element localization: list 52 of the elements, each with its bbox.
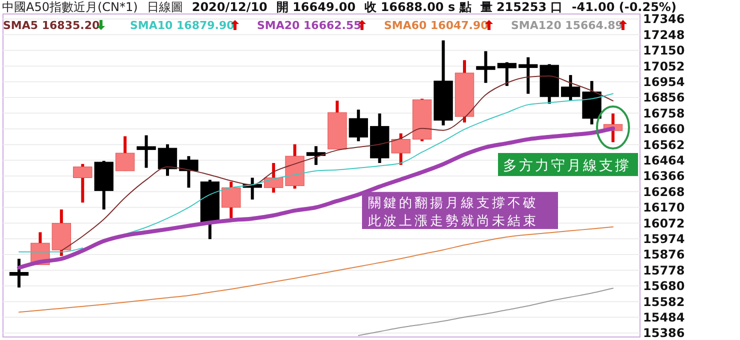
y-tick-label: 15484 (643, 310, 685, 324)
candlestick (73, 164, 92, 203)
annotation: 此波上漲走勢就尚未結束 (368, 214, 538, 229)
candlestick (391, 133, 410, 165)
y-tick-label: 15876 (643, 248, 685, 262)
y-tick-label: 16660 (643, 122, 685, 136)
y-tick-label: 15386 (643, 326, 685, 340)
y-tick-label: 15582 (643, 294, 685, 309)
candlestick (560, 75, 580, 101)
candlestick (179, 156, 198, 188)
candlestick (136, 135, 156, 168)
annotation: 2020/12/10 (192, 0, 268, 14)
y-tick-label: 15974 (643, 232, 685, 246)
y-tick-label: 16072 (643, 216, 685, 230)
y-tick-label: 15778 (643, 263, 685, 278)
y-tick-label: 16562 (643, 138, 685, 152)
annotation: 開 16649.00 (276, 0, 356, 14)
line-series (358, 288, 614, 336)
y-tick-label: 16366 (643, 169, 685, 184)
y-tick-label: 17346 (643, 12, 685, 26)
text: SMA20 16662.55 (257, 19, 362, 32)
text: SMA10 16879.90 (130, 19, 235, 32)
candlestick (476, 51, 496, 83)
y-tick-label: 16954 (643, 74, 685, 89)
annotation: 收 16688.00 s 點 (364, 0, 472, 14)
candlestick (497, 62, 517, 86)
candlestick (348, 110, 368, 142)
y-tick-label: 16268 (643, 184, 685, 199)
y-tick-label: 16170 (643, 200, 685, 215)
line-series (18, 226, 614, 313)
y-tick-label: 17248 (643, 28, 685, 42)
y-tick-label: 16856 (643, 90, 685, 105)
annotation: 量 215253 口 (479, 0, 563, 14)
annotation: 多方力守月線支撐 (503, 158, 631, 174)
annotation: -41.00 (-0.25%) (572, 0, 676, 14)
candlestick (222, 182, 241, 218)
chart-subtitle: 日線圖 (146, 0, 183, 14)
text: SMA60 16047.90 (384, 19, 489, 32)
candlestick (264, 163, 284, 193)
y-tick-label: 15680 (643, 279, 685, 294)
text: SMA5 16835.20 (3, 19, 100, 32)
y-tick-label: 16464 (643, 153, 685, 168)
y-tick-label: 17150 (643, 44, 685, 58)
candlestick (115, 136, 135, 172)
chart-title: 中國A50指數近月(CN*1) (2, 0, 138, 14)
annotation: 關鍵的翻揚月線支撐不破 (368, 196, 538, 211)
y-tick-label: 17052 (643, 59, 685, 74)
candlestick (9, 258, 29, 288)
text: SMA120 15664.89 (511, 19, 623, 32)
candlestick (158, 144, 178, 176)
candlestick (306, 146, 326, 165)
y-tick-label: 16758 (643, 106, 685, 120)
